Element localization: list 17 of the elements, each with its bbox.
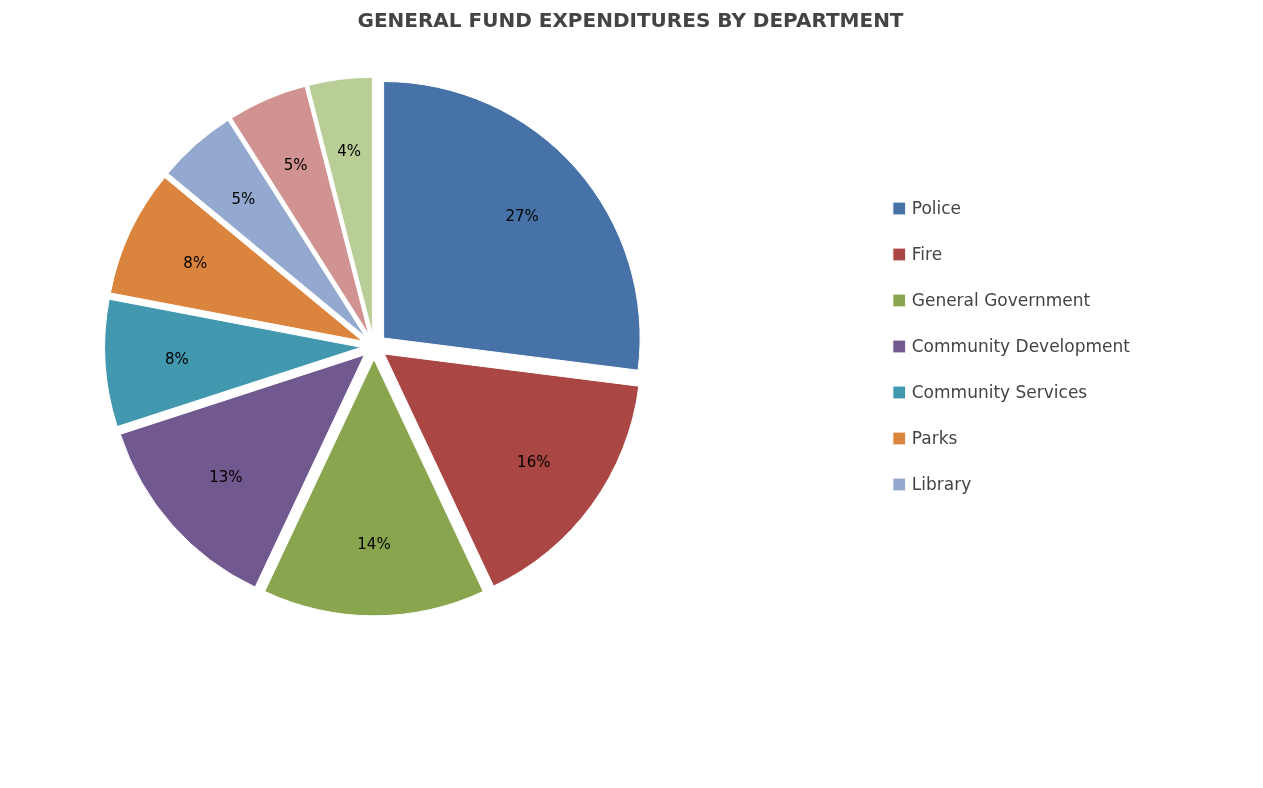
chart-title: GENERAL FUND EXPENDITURES BY DEPARTMENT (357, 7, 904, 32)
legend-label: Police (911, 198, 962, 218)
data-label: 13% (209, 467, 243, 486)
data-label: 5% (283, 156, 308, 175)
data-label: 4% (337, 141, 362, 160)
legend-label: Parks (911, 428, 958, 448)
data-label: 8% (164, 349, 189, 368)
data-label: 14% (357, 534, 391, 553)
legend-label: Community Services (911, 382, 1088, 402)
legend-label: Community Development (911, 336, 1130, 356)
data-label: 5% (231, 189, 256, 208)
data-label: 8% (183, 253, 208, 272)
legend-label: Fire (911, 244, 943, 264)
data-label: 16% (517, 453, 551, 472)
legend-label: Library (911, 474, 972, 494)
data-label: 27% (505, 207, 539, 226)
legend-label: General Government (911, 290, 1091, 310)
